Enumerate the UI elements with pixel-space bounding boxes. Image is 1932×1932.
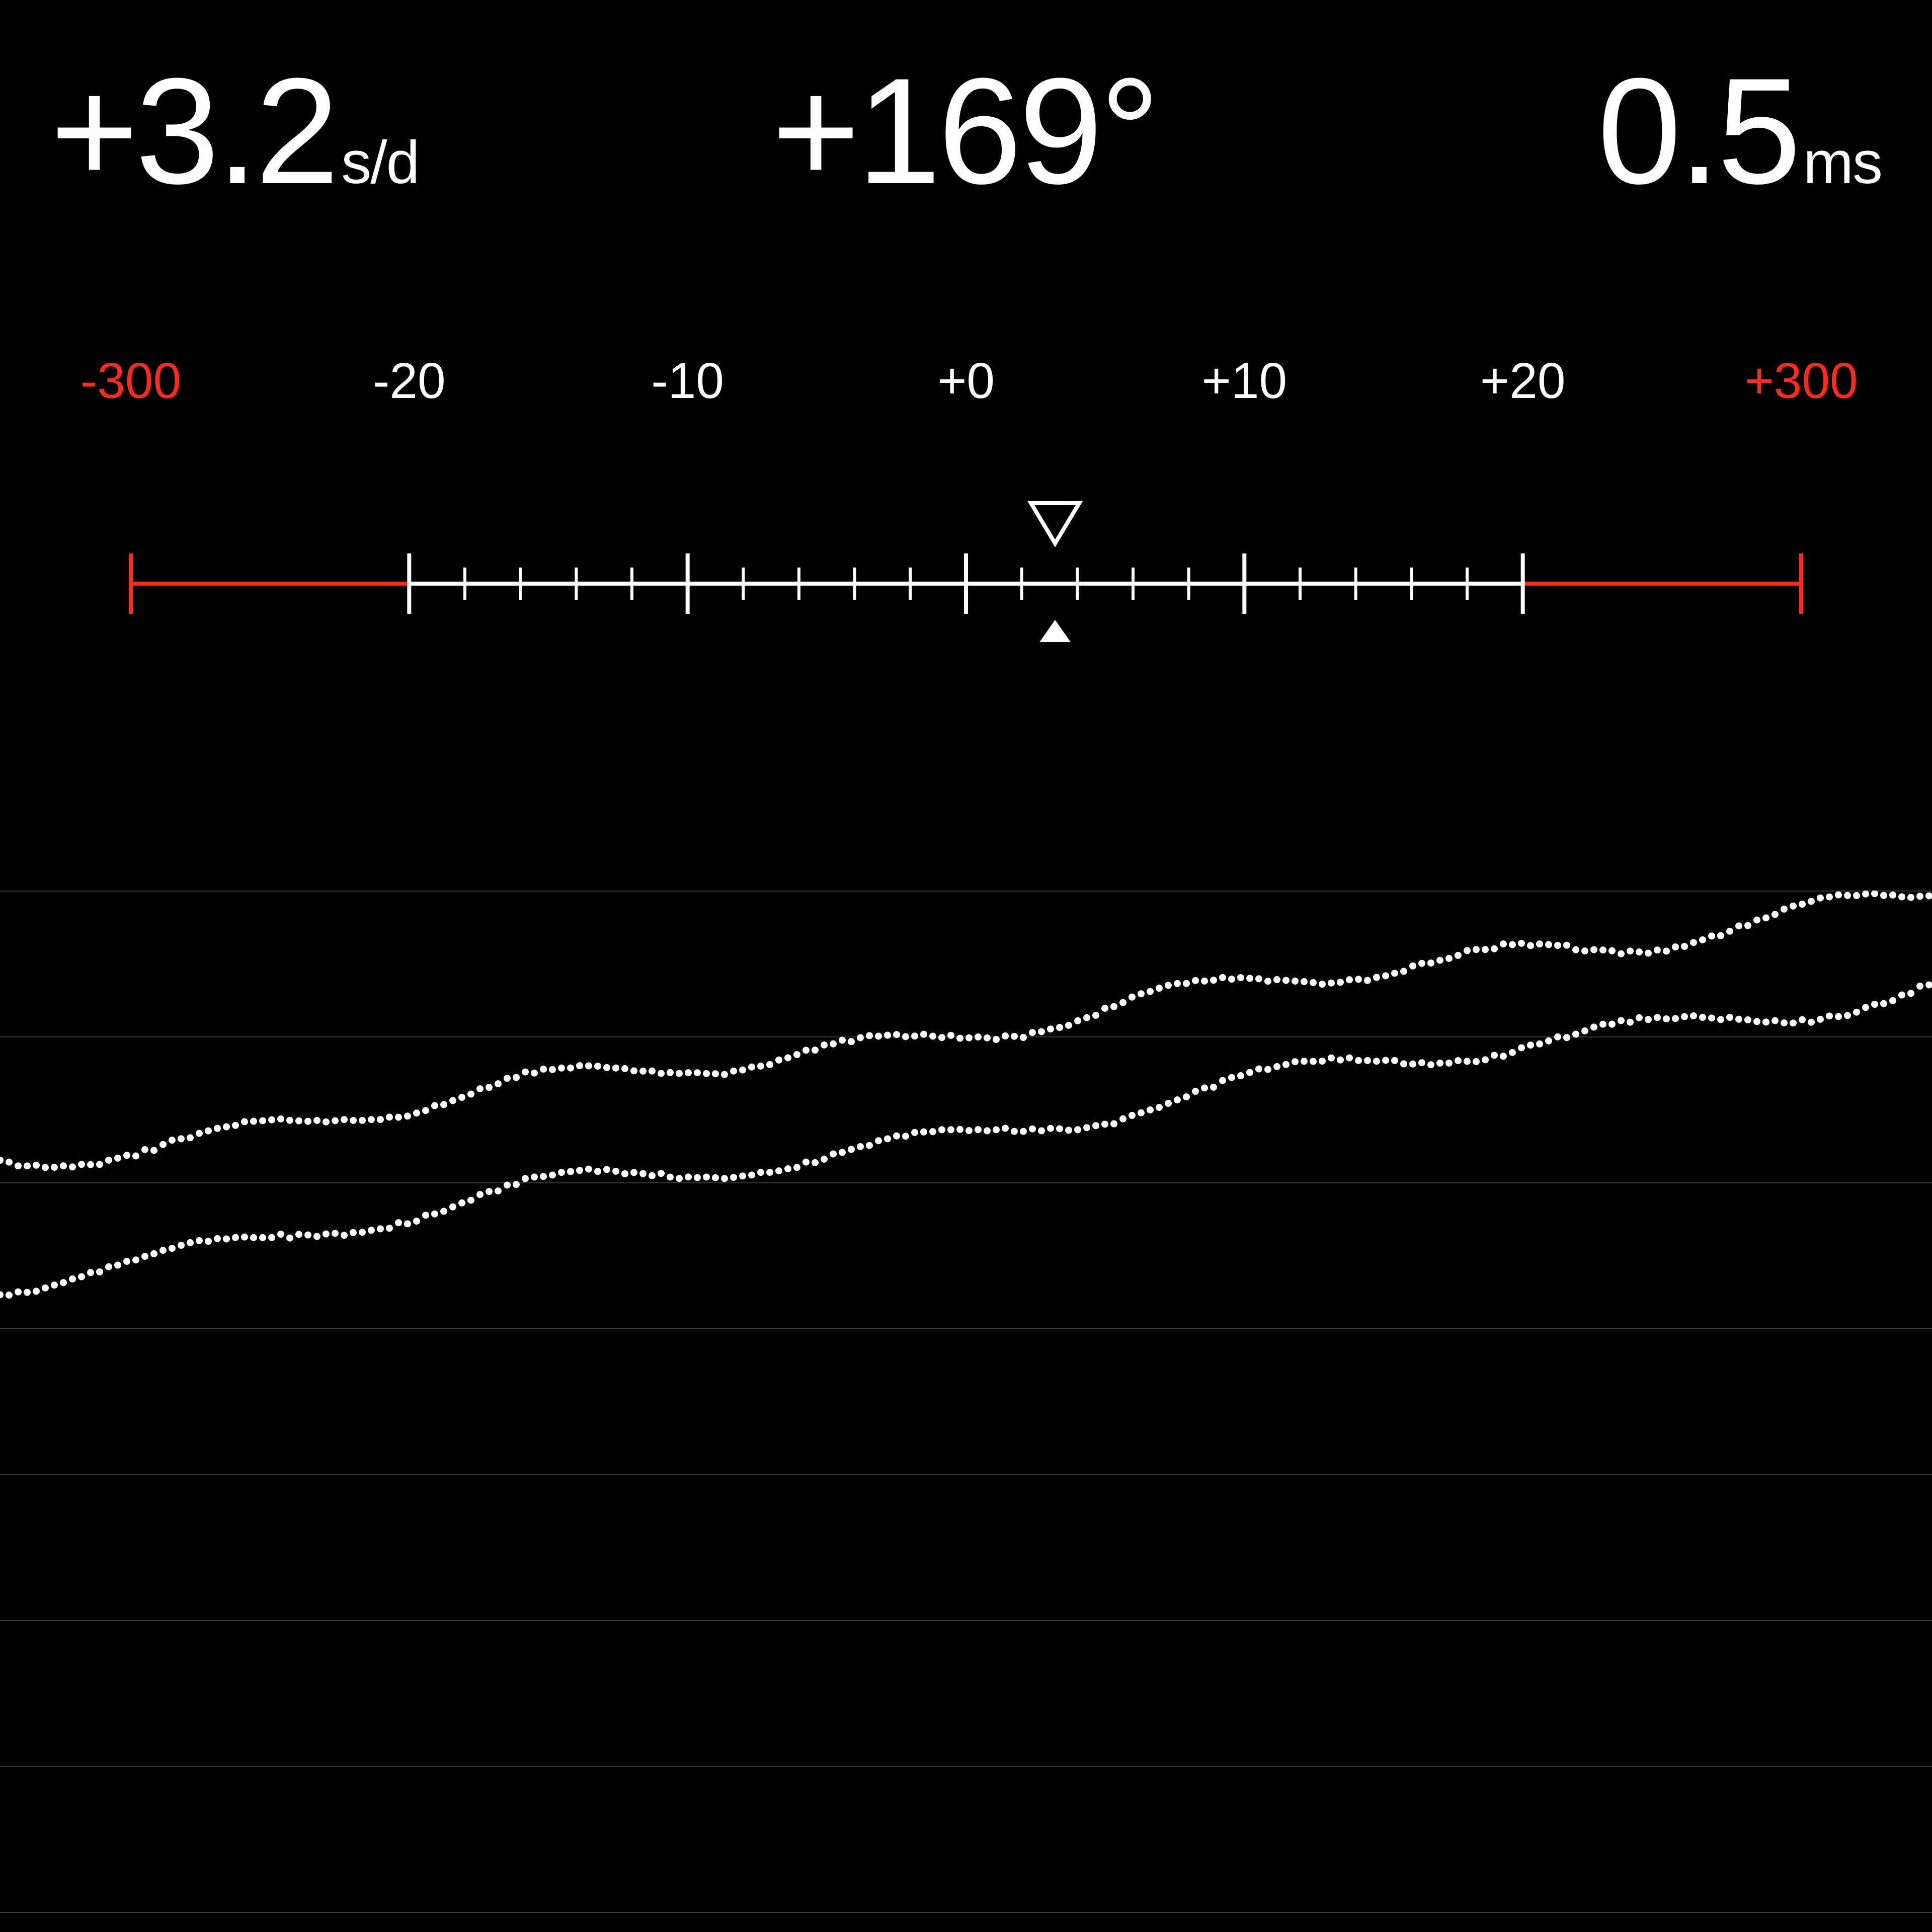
rate-value: +3.2 <box>50 46 336 215</box>
beat-angle-readout: +169° <box>772 55 1160 206</box>
scale-label: -300 <box>80 352 181 410</box>
scale-label: -10 <box>651 352 724 410</box>
rate-scale <box>0 473 1932 654</box>
scale-label: +300 <box>1744 352 1858 410</box>
amplitude-unit: ms <box>1803 129 1882 196</box>
scale-label: -20 <box>373 352 446 410</box>
trace-chart <box>0 891 1932 1932</box>
beat-angle-unit: ° <box>1100 46 1160 215</box>
trace-series-lower <box>0 982 1932 1299</box>
scale-ruler-svg <box>0 473 1932 654</box>
readouts-row: +3.2s/d +169° 0.5ms <box>0 55 1932 226</box>
marker-triangle-bottom-icon <box>1039 620 1071 642</box>
beat-angle-value: +169 <box>772 46 1100 215</box>
trace-svg <box>0 891 1932 1932</box>
scale-label: +0 <box>937 352 995 410</box>
rate-readout: +3.2s/d <box>50 55 419 206</box>
amplitude-readout: 0.5ms <box>1597 55 1882 206</box>
rate-unit: s/d <box>341 129 419 196</box>
scale-label: +20 <box>1480 352 1566 410</box>
scale-label: +10 <box>1202 352 1287 410</box>
marker-triangle-top-icon <box>1031 503 1079 543</box>
scale-labels-row: -300 -20 -10 +0 +10 +20 +300 <box>0 352 1932 413</box>
amplitude-value: 0.5 <box>1597 46 1798 215</box>
